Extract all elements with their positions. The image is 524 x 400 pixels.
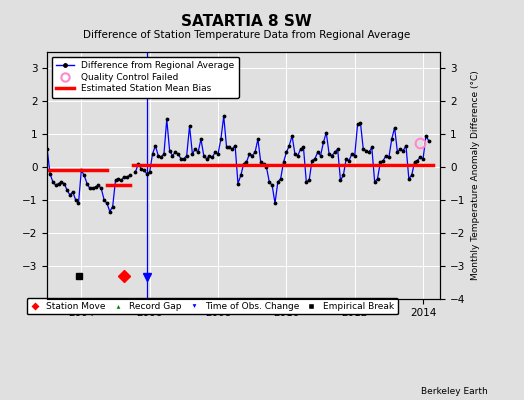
Text: Berkeley Earth: Berkeley Earth: [421, 387, 487, 396]
Y-axis label: Monthly Temperature Anomaly Difference (°C): Monthly Temperature Anomaly Difference (…: [471, 70, 480, 280]
Legend: Difference from Regional Average, Quality Control Failed, Estimated Station Mean: Difference from Regional Average, Qualit…: [52, 56, 239, 98]
Text: Difference of Station Temperature Data from Regional Average: Difference of Station Temperature Data f…: [83, 30, 410, 40]
Legend: Station Move, Record Gap, Time of Obs. Change, Empirical Break: Station Move, Record Gap, Time of Obs. C…: [27, 298, 398, 314]
Text: SATARTIA 8 SW: SATARTIA 8 SW: [181, 14, 312, 29]
